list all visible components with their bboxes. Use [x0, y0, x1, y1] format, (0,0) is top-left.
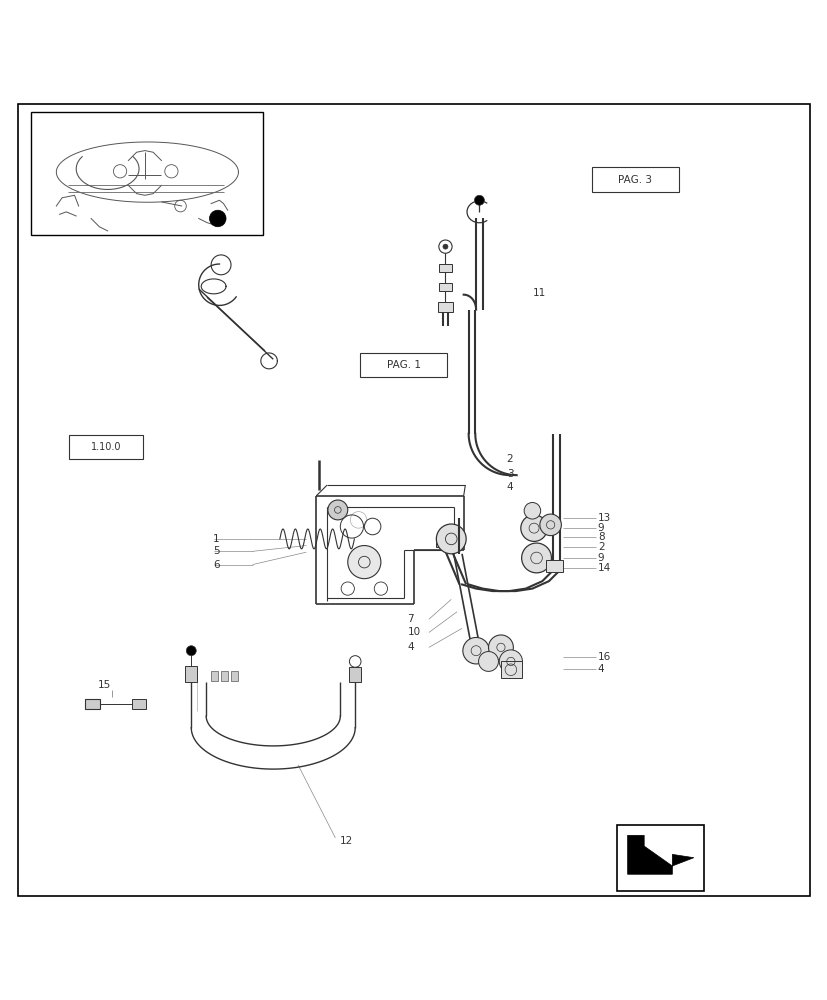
Circle shape	[462, 637, 489, 664]
Text: 9: 9	[597, 553, 604, 563]
Circle shape	[499, 650, 522, 673]
Text: 4: 4	[407, 642, 414, 652]
Circle shape	[327, 500, 347, 520]
Circle shape	[442, 244, 447, 249]
Text: 4: 4	[597, 664, 604, 674]
Text: PAG. 1: PAG. 1	[386, 360, 420, 370]
Text: PAG. 3: PAG. 3	[618, 175, 652, 185]
Text: 15: 15	[98, 680, 111, 690]
Bar	[221, 671, 227, 681]
Circle shape	[521, 543, 551, 573]
Bar	[185, 666, 197, 682]
Text: 2: 2	[506, 454, 513, 464]
Bar	[85, 699, 100, 709]
Bar	[616, 825, 703, 891]
Circle shape	[488, 635, 513, 660]
Text: 6: 6	[213, 560, 219, 570]
Text: 9: 9	[597, 523, 604, 533]
Bar	[591, 167, 678, 192]
Bar	[436, 537, 454, 547]
Circle shape	[209, 210, 226, 227]
Text: 1.10.0: 1.10.0	[91, 442, 121, 452]
Text: 1: 1	[213, 534, 219, 544]
Text: 7: 7	[407, 614, 414, 624]
Text: 11: 11	[532, 288, 545, 298]
Text: 4: 4	[506, 482, 513, 492]
Bar	[360, 353, 447, 377]
Text: 8: 8	[597, 532, 604, 542]
Text: 12: 12	[339, 836, 352, 846]
Bar	[438, 264, 452, 272]
Bar	[437, 302, 452, 312]
Circle shape	[347, 546, 380, 579]
Text: 2: 2	[597, 542, 604, 552]
Bar	[438, 283, 452, 291]
Bar	[500, 661, 521, 678]
Circle shape	[474, 195, 484, 205]
Circle shape	[539, 514, 561, 536]
Bar	[211, 671, 218, 681]
Circle shape	[478, 652, 498, 671]
Text: 14: 14	[597, 563, 610, 573]
Circle shape	[520, 515, 547, 541]
Circle shape	[523, 502, 540, 519]
Text: 3: 3	[506, 469, 513, 479]
Polygon shape	[627, 835, 693, 874]
Circle shape	[436, 524, 466, 554]
Text: 13: 13	[597, 513, 610, 523]
Bar	[349, 667, 361, 682]
Bar	[31, 112, 263, 235]
Bar	[546, 560, 562, 572]
Text: 16: 16	[597, 652, 610, 662]
Bar	[132, 699, 146, 709]
Circle shape	[186, 646, 196, 656]
Bar	[69, 435, 143, 459]
Text: 10: 10	[407, 627, 420, 637]
Text: 5: 5	[213, 546, 219, 556]
Bar	[231, 671, 237, 681]
